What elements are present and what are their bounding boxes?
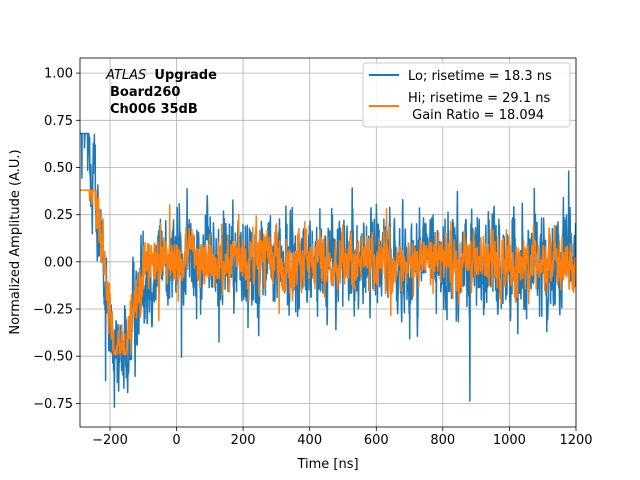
annotation-channel: Ch006 35dB	[110, 102, 198, 117]
x-tick-label: 200	[231, 433, 256, 448]
x-tick-label: 600	[364, 433, 389, 448]
x-tick-label: 800	[430, 433, 455, 448]
x-tick-label: 1000	[493, 433, 526, 448]
y-tick-label: −0.50	[33, 350, 73, 365]
annotation-board: Board260	[110, 85, 180, 100]
y-tick-label: −0.75	[33, 397, 73, 412]
plot-frame	[79, 57, 577, 428]
x-axis-label: Time [ns]	[296, 457, 358, 472]
y-axis-ticks: −0.75 −0.50 −0.25 0.00 0.25 0.50 0.75 1.00	[33, 67, 80, 412]
y-axis-label: Normalized Amplitude (A.U.)	[8, 149, 23, 334]
legend-label-lo: Lo; risetime = 18.3 ns	[408, 69, 552, 84]
annotation-block: ATLAS Upgrade Board260 Ch006 35dB	[105, 68, 217, 117]
y-tick-label: 1.00	[44, 67, 73, 82]
y-tick-label: 0.50	[44, 161, 73, 176]
legend-box	[362, 62, 571, 128]
x-tick-label: −200	[92, 433, 128, 448]
x-tick-label: 0	[172, 433, 180, 448]
annotation-experiment: ATLAS	[105, 68, 146, 83]
svg-text:ATLAS Upgrade: ATLAS Upgrade	[105, 68, 217, 83]
y-tick-label: 0.25	[44, 208, 73, 223]
x-tick-label: 1200	[559, 433, 592, 448]
legend-label-gain: Gain Ratio = 18.094	[408, 108, 544, 123]
y-tick-label: 0.75	[44, 114, 73, 129]
series-line-hi	[80, 189, 576, 356]
legend: Lo; risetime = 18.3 ns Hi; risetime = 29…	[362, 62, 571, 128]
x-tick-label: 400	[297, 433, 322, 448]
annotation-upgrade: Upgrade	[154, 68, 217, 83]
x-axis-ticks: −200 0 200 400 600 800 1000 1200	[92, 427, 593, 448]
legend-label-hi: Hi; risetime = 29.1 ns	[408, 91, 550, 106]
y-tick-label: 0.00	[44, 255, 73, 270]
y-tick-label: −0.25	[33, 303, 73, 318]
